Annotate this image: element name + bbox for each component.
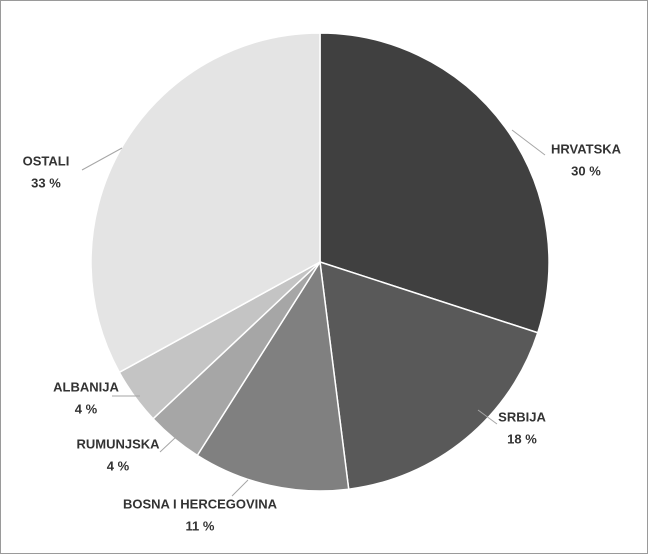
slice-value-label: 11 % <box>186 518 215 533</box>
slice-value-label: 33 % <box>31 175 61 190</box>
leader-line <box>477 409 498 425</box>
pie-slice <box>90 32 321 374</box>
pie-slice <box>319 260 539 491</box>
leader-line <box>511 129 546 156</box>
leader-line <box>81 147 123 171</box>
slice-value-label: 30 % <box>571 163 601 178</box>
slice-label: OSTALI <box>23 153 70 168</box>
leader-line <box>231 479 249 497</box>
slice-label: SRBIJA <box>498 409 546 424</box>
pie-slice <box>319 32 550 334</box>
leader-line <box>159 436 177 453</box>
slice-label: BOSNA I HERCEGOVINA <box>123 496 278 511</box>
slice-value-label: 4 % <box>107 458 130 473</box>
slice-value-label: 18 % <box>507 431 537 446</box>
slice-label: ALBANIJA <box>53 379 119 394</box>
slice-label: HRVATSKA <box>551 141 622 156</box>
slice-label: RUMUNJSKA <box>76 436 160 451</box>
pie-slice <box>196 259 350 492</box>
slice-value-label: 4 % <box>75 401 98 416</box>
